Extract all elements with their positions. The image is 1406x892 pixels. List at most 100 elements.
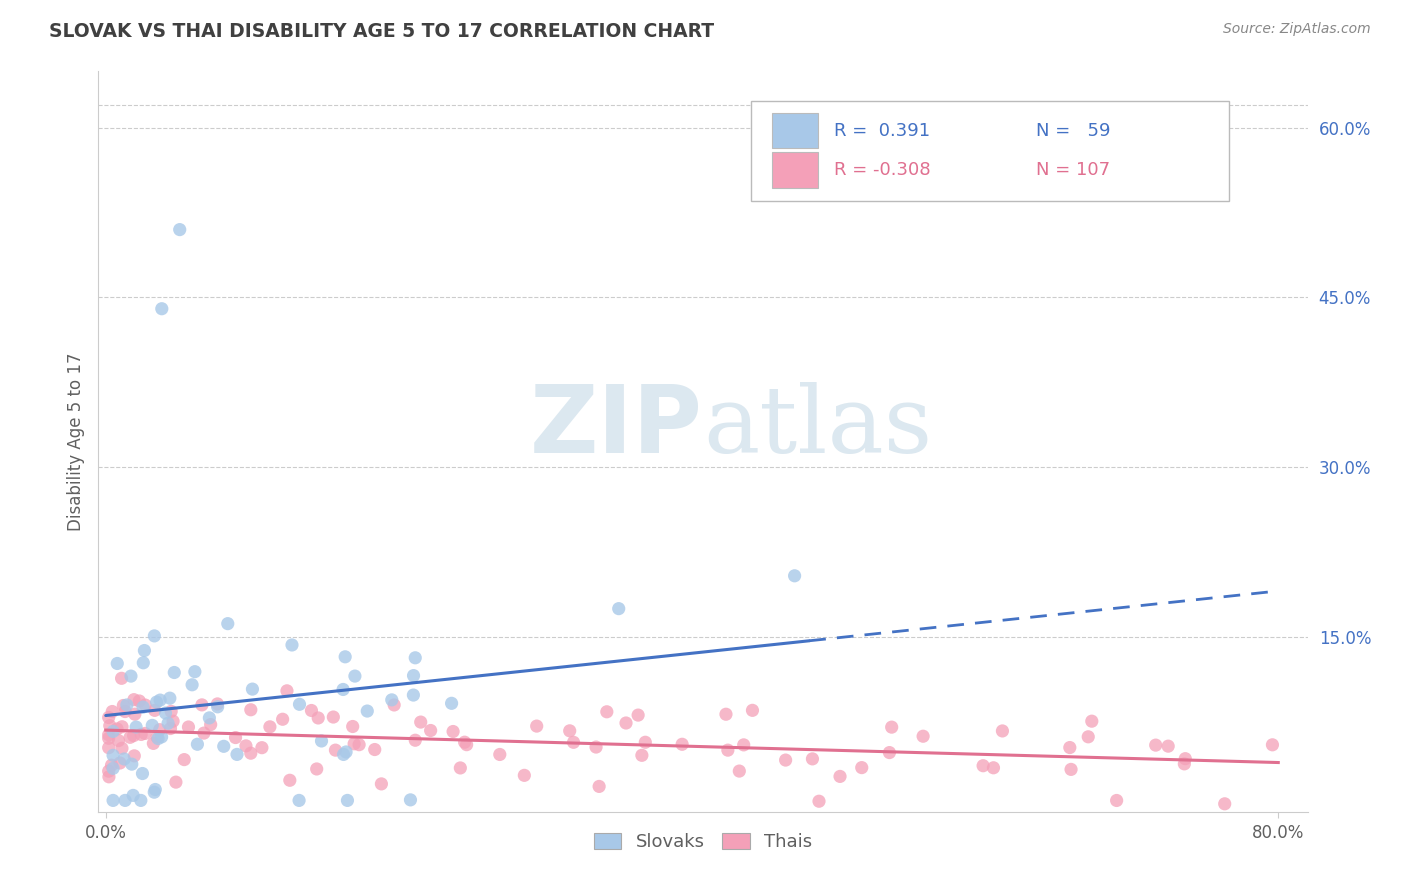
Point: [97, 764, 120, 779]
FancyBboxPatch shape: [772, 152, 818, 187]
Text: N = 107: N = 107: [1035, 161, 1109, 178]
Point: [207, 699, 229, 714]
Point: [114, 793, 136, 807]
Point: [142, 736, 165, 750]
Point: [631, 748, 654, 763]
Point: [157, 716, 180, 731]
Point: [111, 720, 134, 734]
Point: [200, 717, 222, 731]
Point: [160, 704, 183, 718]
Point: [1081, 714, 1104, 729]
Point: [851, 761, 873, 775]
Text: R = -0.308: R = -0.308: [834, 161, 931, 178]
Point: [121, 757, 143, 772]
Text: R =  0.391: R = 0.391: [834, 121, 929, 139]
Point: [305, 762, 328, 776]
Point: [186, 737, 208, 751]
Point: [112, 698, 135, 713]
Point: [347, 738, 370, 752]
Point: [108, 756, 131, 770]
Point: [193, 726, 215, 740]
FancyBboxPatch shape: [751, 101, 1229, 201]
Point: [325, 743, 347, 757]
Point: [173, 753, 195, 767]
Point: [101, 724, 124, 739]
Point: [132, 700, 155, 714]
Point: [596, 705, 619, 719]
Point: [343, 737, 366, 751]
Point: [332, 747, 354, 762]
Y-axis label: Disability Age 5 to 17: Disability Age 5 to 17: [66, 352, 84, 531]
Point: [441, 724, 464, 739]
Point: [332, 682, 354, 697]
Point: [128, 694, 150, 708]
Point: [101, 761, 124, 775]
Point: [717, 743, 740, 757]
Point: [184, 665, 207, 679]
Point: [562, 735, 585, 749]
Point: [1261, 738, 1284, 752]
Point: [225, 731, 247, 745]
Point: [122, 692, 145, 706]
Text: ZIP: ZIP: [530, 381, 703, 473]
Point: [146, 731, 169, 746]
Point: [983, 761, 1005, 775]
Point: [404, 650, 426, 665]
Point: [381, 693, 404, 707]
Point: [972, 758, 994, 772]
Point: [143, 703, 166, 717]
Point: [146, 730, 169, 744]
Point: [456, 738, 478, 752]
Point: [107, 733, 129, 747]
Point: [419, 723, 441, 738]
Point: [239, 703, 262, 717]
Point: [828, 769, 851, 783]
Point: [335, 745, 357, 759]
Point: [775, 753, 797, 767]
Text: SLOVAK VS THAI DISABILITY AGE 5 TO 17 CORRELATION CHART: SLOVAK VS THAI DISABILITY AGE 5 TO 17 CO…: [49, 22, 714, 41]
Text: atlas: atlas: [703, 382, 932, 472]
Point: [1105, 793, 1128, 807]
Point: [105, 657, 128, 671]
Point: [382, 698, 405, 712]
Point: [120, 669, 142, 683]
Point: [733, 738, 755, 752]
Point: [149, 723, 172, 737]
Point: [1173, 756, 1195, 771]
Point: [526, 719, 548, 733]
Text: N =   59: N = 59: [1035, 121, 1109, 139]
Point: [271, 712, 294, 726]
Point: [336, 793, 359, 807]
Point: [281, 638, 304, 652]
Point: [101, 748, 124, 763]
Point: [159, 691, 181, 706]
Point: [97, 731, 120, 746]
Point: [235, 739, 257, 753]
Point: [558, 723, 581, 738]
Point: [177, 720, 200, 734]
Point: [288, 793, 311, 807]
Point: [98, 719, 121, 733]
Point: [991, 723, 1014, 738]
Point: [453, 735, 475, 749]
Point: [409, 715, 432, 730]
Point: [97, 710, 120, 724]
Point: [242, 682, 264, 697]
Point: [110, 671, 132, 685]
Point: [162, 714, 184, 728]
Point: [728, 764, 751, 778]
Point: [134, 698, 156, 712]
Point: [217, 616, 239, 631]
Point: [165, 775, 187, 789]
Point: [607, 601, 630, 615]
Point: [97, 770, 120, 784]
Point: [288, 698, 311, 712]
Point: [120, 731, 142, 745]
Point: [370, 777, 392, 791]
Point: [129, 727, 152, 741]
Point: [322, 710, 344, 724]
Point: [614, 716, 637, 731]
Point: [150, 301, 173, 316]
Point: [880, 720, 903, 734]
Point: [143, 782, 166, 797]
